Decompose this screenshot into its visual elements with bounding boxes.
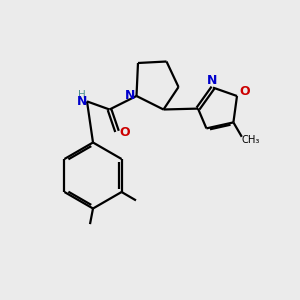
- Text: N: N: [207, 74, 218, 88]
- Text: CH₃: CH₃: [241, 135, 260, 146]
- Text: N: N: [125, 89, 135, 102]
- Text: N: N: [76, 95, 87, 109]
- Text: O: O: [239, 85, 250, 98]
- Text: H: H: [78, 90, 86, 100]
- Text: O: O: [119, 126, 130, 140]
